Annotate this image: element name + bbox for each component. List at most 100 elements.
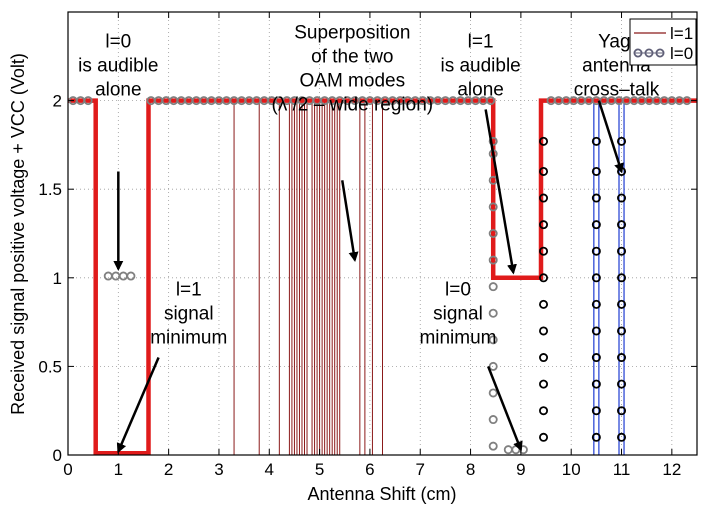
x-tick-label: 4 — [265, 460, 274, 479]
series-l1-spikes — [233, 100, 383, 455]
l0-marker — [103, 271, 113, 281]
l0-column-marker — [539, 379, 549, 389]
annotation-arrow — [597, 100, 624, 174]
x-tick-label: 10 — [562, 460, 581, 479]
l0-marker — [503, 445, 513, 455]
legend-l0-label: l=0 — [670, 44, 693, 63]
x-tick-label: 6 — [365, 460, 374, 479]
legend-box — [629, 18, 697, 66]
l0-column-marker — [591, 193, 601, 203]
l0-column-marker — [488, 361, 498, 371]
annotation-line: alone — [457, 79, 504, 100]
annotation-line: (λ /2 – wide region) — [272, 95, 434, 116]
l0-column-marker — [488, 255, 498, 265]
crosstalk-lines — [593, 100, 625, 455]
annotation-text: l=1 is audible alone — [440, 31, 520, 100]
l0-column-marker — [617, 379, 627, 389]
x-tick-label: 11 — [613, 460, 631, 479]
annotation-text: Superposition of the two OAM modes (λ /2 – … — [272, 23, 434, 116]
annotation-arrow — [484, 109, 517, 275]
annotation-arrow — [341, 180, 359, 263]
l0-column-marker — [488, 228, 498, 238]
l0-column-marker — [591, 406, 601, 416]
plot-area-frame — [67, 11, 698, 456]
annotation-arrow — [487, 365, 523, 452]
l0-column-marker — [539, 299, 549, 309]
annotation-text: Yagi antenna cross–talk — [574, 31, 660, 100]
annotation-line: l=1 — [468, 31, 494, 52]
x-tick-label: 0 — [63, 460, 72, 479]
x-tick-label: 8 — [466, 460, 475, 479]
annotation-arrow — [116, 357, 160, 454]
l0-marker — [118, 271, 128, 281]
annotation-line: signal — [164, 304, 214, 325]
l0-column-marker — [591, 220, 601, 230]
annotation-line: OAM modes — [300, 71, 406, 92]
y-tick-label: 1 — [53, 269, 62, 288]
l0-column-marker — [539, 193, 549, 203]
l0-column-marker — [617, 353, 627, 363]
l0-column-marker — [539, 246, 549, 256]
l0-column-marker — [591, 299, 601, 309]
annotation-line: l=1 — [176, 280, 202, 301]
annotation-line: minimum — [419, 328, 496, 349]
l0-marker — [511, 445, 521, 455]
l0-column-marker — [617, 406, 627, 416]
annotation-line: of the two — [311, 47, 393, 68]
l0-column-marker — [539, 353, 549, 363]
l0-column-marker — [539, 136, 549, 146]
l0-column-marker — [617, 220, 627, 230]
annotation-line: l=0 — [445, 280, 471, 301]
x-tick-label: 12 — [662, 460, 681, 479]
annotation-line: alone — [95, 79, 142, 100]
l0-column-marker — [591, 379, 601, 389]
annotation-line: cross–talk — [574, 79, 660, 100]
legend: l=1l=0 — [629, 18, 697, 66]
legend-l1-label: l=1 — [670, 24, 693, 43]
l0-column-marker — [539, 166, 549, 176]
y-tick-label: 0 — [53, 446, 62, 465]
annotations: l=0 is audible alone Superposition of the tw… — [78, 23, 660, 454]
annotation-text: l=0 is audible alone — [78, 31, 158, 100]
l0-column-marker — [591, 432, 601, 442]
x-tick-label: 1 — [114, 460, 123, 479]
l0-column-marker — [591, 246, 601, 256]
y-axis-label: Received signal positive voltage + VCC (… — [8, 53, 28, 415]
x-tick-label: 2 — [164, 460, 173, 479]
annotation-text: l=1 signal minimum — [150, 280, 227, 349]
l0-column-marker — [591, 273, 601, 283]
y-tick-label: 0.5 — [38, 357, 62, 376]
l0-column-marker — [617, 326, 627, 336]
l0-column-marker — [488, 136, 498, 146]
annotation-line: minimum — [150, 328, 227, 349]
l0-marker — [682, 96, 692, 106]
x-tick-label: 5 — [315, 460, 324, 479]
x-axis-label: Antenna Shift (cm) — [307, 484, 456, 504]
l0-column-marker — [617, 136, 627, 146]
l0-column-marker — [488, 282, 498, 292]
l0-column-marker — [591, 326, 601, 336]
series-l0-markers — [68, 96, 692, 455]
l0-column-marker — [591, 136, 601, 146]
y-tick-label: 2 — [53, 92, 62, 111]
annotation-line: Yagi — [598, 31, 635, 52]
l0-column-marker — [539, 220, 549, 230]
x-tick-label: 7 — [416, 460, 425, 479]
y-tick-label: 1.5 — [38, 180, 62, 199]
l0-column-marker — [488, 441, 498, 451]
l0-column-marker — [591, 166, 601, 176]
annotation-line: is audible — [440, 55, 520, 76]
l0-column-marker — [617, 299, 627, 309]
l0-marker — [83, 96, 93, 106]
l0-column-marker — [591, 353, 601, 363]
l0-column-marker — [488, 202, 498, 212]
l0-column-marker — [617, 273, 627, 283]
l0-column-marker — [539, 406, 549, 416]
annotation-line: is audible — [78, 55, 158, 76]
annotation-text: l=0 signal minimum — [419, 280, 496, 349]
l0-column-marker — [539, 326, 549, 336]
l0-column-marker — [617, 432, 627, 442]
l0-column-marker — [488, 415, 498, 425]
